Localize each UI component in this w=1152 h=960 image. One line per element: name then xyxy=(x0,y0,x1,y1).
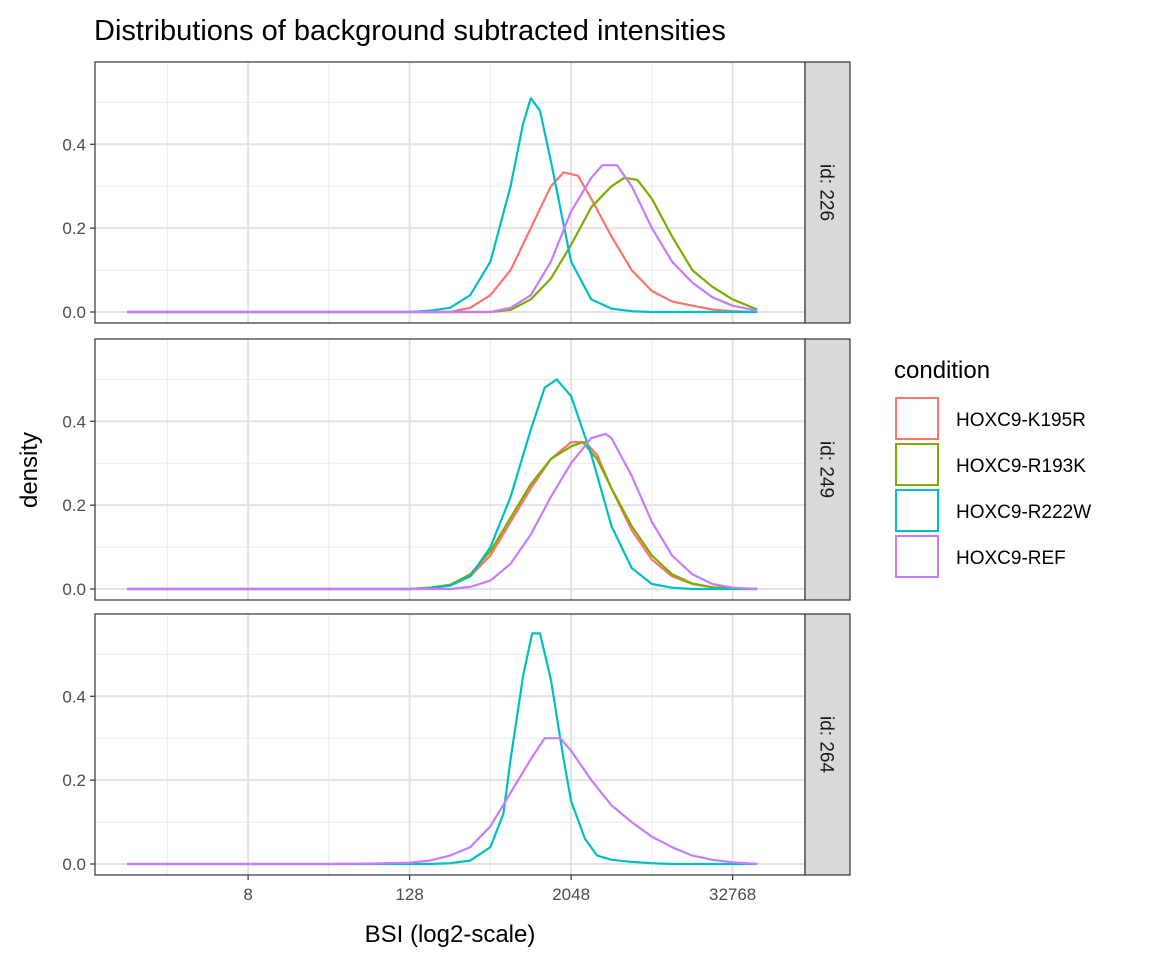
y-tick-label: 0.4 xyxy=(62,412,86,431)
legend-label: HOXC9-REF xyxy=(956,548,1066,569)
facet-strip xyxy=(804,613,851,876)
panel-background xyxy=(95,62,805,323)
y-tick-label: 0.0 xyxy=(62,580,86,599)
chart-title: Distributions of background subtracted i… xyxy=(94,15,726,47)
legend-label: HOXC9-R222W xyxy=(956,502,1091,523)
y-axis-title: density xyxy=(16,432,43,508)
facet-panel: id: 226 0.0 0.2 0.4 xyxy=(62,61,851,324)
legend-label: HOXC9-R193K xyxy=(956,456,1086,477)
x-tick-label: 32768 xyxy=(709,885,756,904)
panel-background xyxy=(95,339,805,600)
legend-label: HOXC9-K195R xyxy=(956,410,1086,431)
facet-strip xyxy=(804,338,851,601)
facet-panel: id: 264 0.0 0.2 0.4 xyxy=(62,613,851,876)
y-tick-label: 0.4 xyxy=(62,687,86,706)
legend-key xyxy=(895,397,939,440)
series-line-hoxc9-ref xyxy=(127,737,758,866)
y-tick-label: 0.2 xyxy=(62,771,86,790)
facet-panels: id: 226 0.0 0.2 0.4 id: 249 0.0 0.2 0.4 id: 264 0… xyxy=(62,61,851,876)
series-line-hoxc9-ref xyxy=(127,164,758,314)
legend-key xyxy=(895,535,939,578)
series-line-hoxc9-r222w xyxy=(127,97,758,314)
series-line-hoxc9-r193k xyxy=(127,176,758,314)
facet-panel: id: 249 0.0 0.2 0.4 xyxy=(62,338,851,601)
series-line-hoxc9-r222w xyxy=(127,632,758,866)
y-tick-label: 0.0 xyxy=(62,855,86,874)
legend-key xyxy=(895,443,939,486)
y-tick-label: 0.2 xyxy=(62,219,86,238)
legend-key xyxy=(895,489,939,532)
facet-strip-label: id: 264 xyxy=(816,716,837,773)
x-axis: 8 128 2048 32768 xyxy=(243,875,756,904)
x-tick-label: 128 xyxy=(395,885,423,904)
x-tick-label: 2048 xyxy=(552,885,590,904)
y-tick-label: 0.2 xyxy=(62,496,86,515)
panel-background xyxy=(95,614,805,875)
facet-strip-label: id: 226 xyxy=(816,164,837,221)
x-tick-label: 8 xyxy=(243,885,252,904)
facet-strip-label: id: 249 xyxy=(816,441,837,498)
x-axis-title: BSI (log2-scale) xyxy=(365,921,536,948)
y-tick-label: 0.0 xyxy=(62,303,86,322)
legend-title: condition xyxy=(894,357,990,384)
facet-strip xyxy=(804,61,851,324)
y-tick-label: 0.4 xyxy=(62,135,86,154)
series-line-hoxc9-ref xyxy=(127,432,758,591)
series-line-hoxc9-r222w xyxy=(127,378,758,591)
legend: condition HOXC9-K195R HOXC9-R193K HOXC9-R2… xyxy=(894,357,1091,578)
